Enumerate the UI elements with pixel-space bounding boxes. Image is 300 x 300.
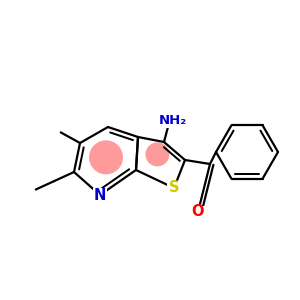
Text: O: O bbox=[192, 205, 204, 220]
Text: NH₂: NH₂ bbox=[159, 114, 187, 127]
Bar bbox=[167, 181, 181, 195]
Bar bbox=[191, 206, 205, 218]
Bar bbox=[93, 188, 107, 202]
Bar bbox=[162, 114, 184, 128]
Text: N: N bbox=[94, 188, 106, 202]
Circle shape bbox=[146, 142, 170, 167]
Circle shape bbox=[89, 140, 123, 174]
Text: S: S bbox=[169, 181, 179, 196]
